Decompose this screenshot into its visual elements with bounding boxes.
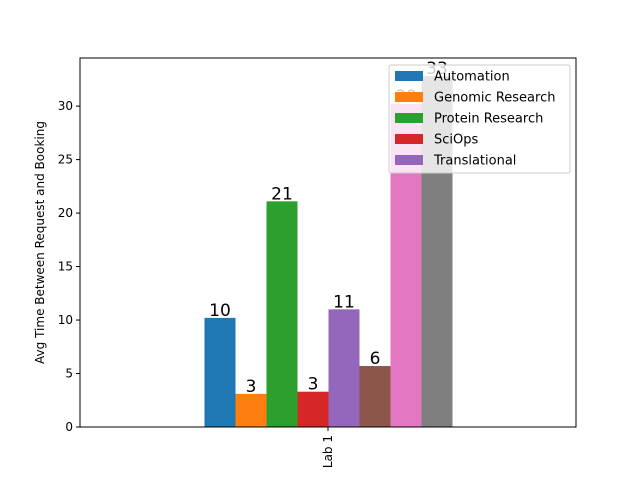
legend-box xyxy=(388,64,571,174)
legend-swatch-translational xyxy=(395,155,423,165)
bar-protein-research xyxy=(266,201,298,427)
legend-entry-automation: Automation xyxy=(434,70,510,85)
legend-entry-sciops: SciOps xyxy=(434,133,478,148)
bar-genomic-research xyxy=(235,393,267,427)
x-axis: Lab 1 xyxy=(321,427,335,468)
bar-automation xyxy=(204,317,236,427)
legend-entry-protein-research: Protein Research xyxy=(434,112,543,127)
y-axis: 0 5 10 15 20 25 30 xyxy=(58,99,80,434)
y-axis-label: Avg Time Between Request and Booking xyxy=(33,121,47,364)
legend-swatch-sciops xyxy=(395,134,423,144)
bar-value-label-series-6: 6 xyxy=(370,349,381,369)
y-tick-label: 0 xyxy=(65,420,73,434)
x-tick-label: Lab 1 xyxy=(321,435,335,468)
legend-entry-genomic-research: Genomic Research xyxy=(434,91,555,106)
y-tick-label: 20 xyxy=(58,206,73,220)
legend-swatch-automation xyxy=(395,71,423,81)
y-tick-label: 10 xyxy=(58,313,73,327)
bar-value-label-translational: 11 xyxy=(333,292,355,312)
y-tick-label: 5 xyxy=(65,367,73,381)
legend: Automation Genomic Research Protein Resear… xyxy=(388,64,571,174)
bar-series-6 xyxy=(359,366,391,427)
bar-value-label-protein-research: 21 xyxy=(271,184,293,204)
bar-value-label-genomic-research: 3 xyxy=(246,377,257,397)
y-tick-label: 25 xyxy=(58,153,73,167)
bar-value-label-automation: 10 xyxy=(209,301,231,321)
bar-sciops xyxy=(297,391,329,427)
legend-swatch-protein-research xyxy=(395,113,423,123)
legend-swatch-genomic-research xyxy=(395,92,423,102)
y-tick-label: 30 xyxy=(58,99,73,113)
bar-value-label-sciops: 3 xyxy=(308,375,319,395)
y-tick-label: 15 xyxy=(58,260,73,274)
bar-translational xyxy=(328,309,360,427)
legend-entry-translational: Translational xyxy=(433,154,516,169)
